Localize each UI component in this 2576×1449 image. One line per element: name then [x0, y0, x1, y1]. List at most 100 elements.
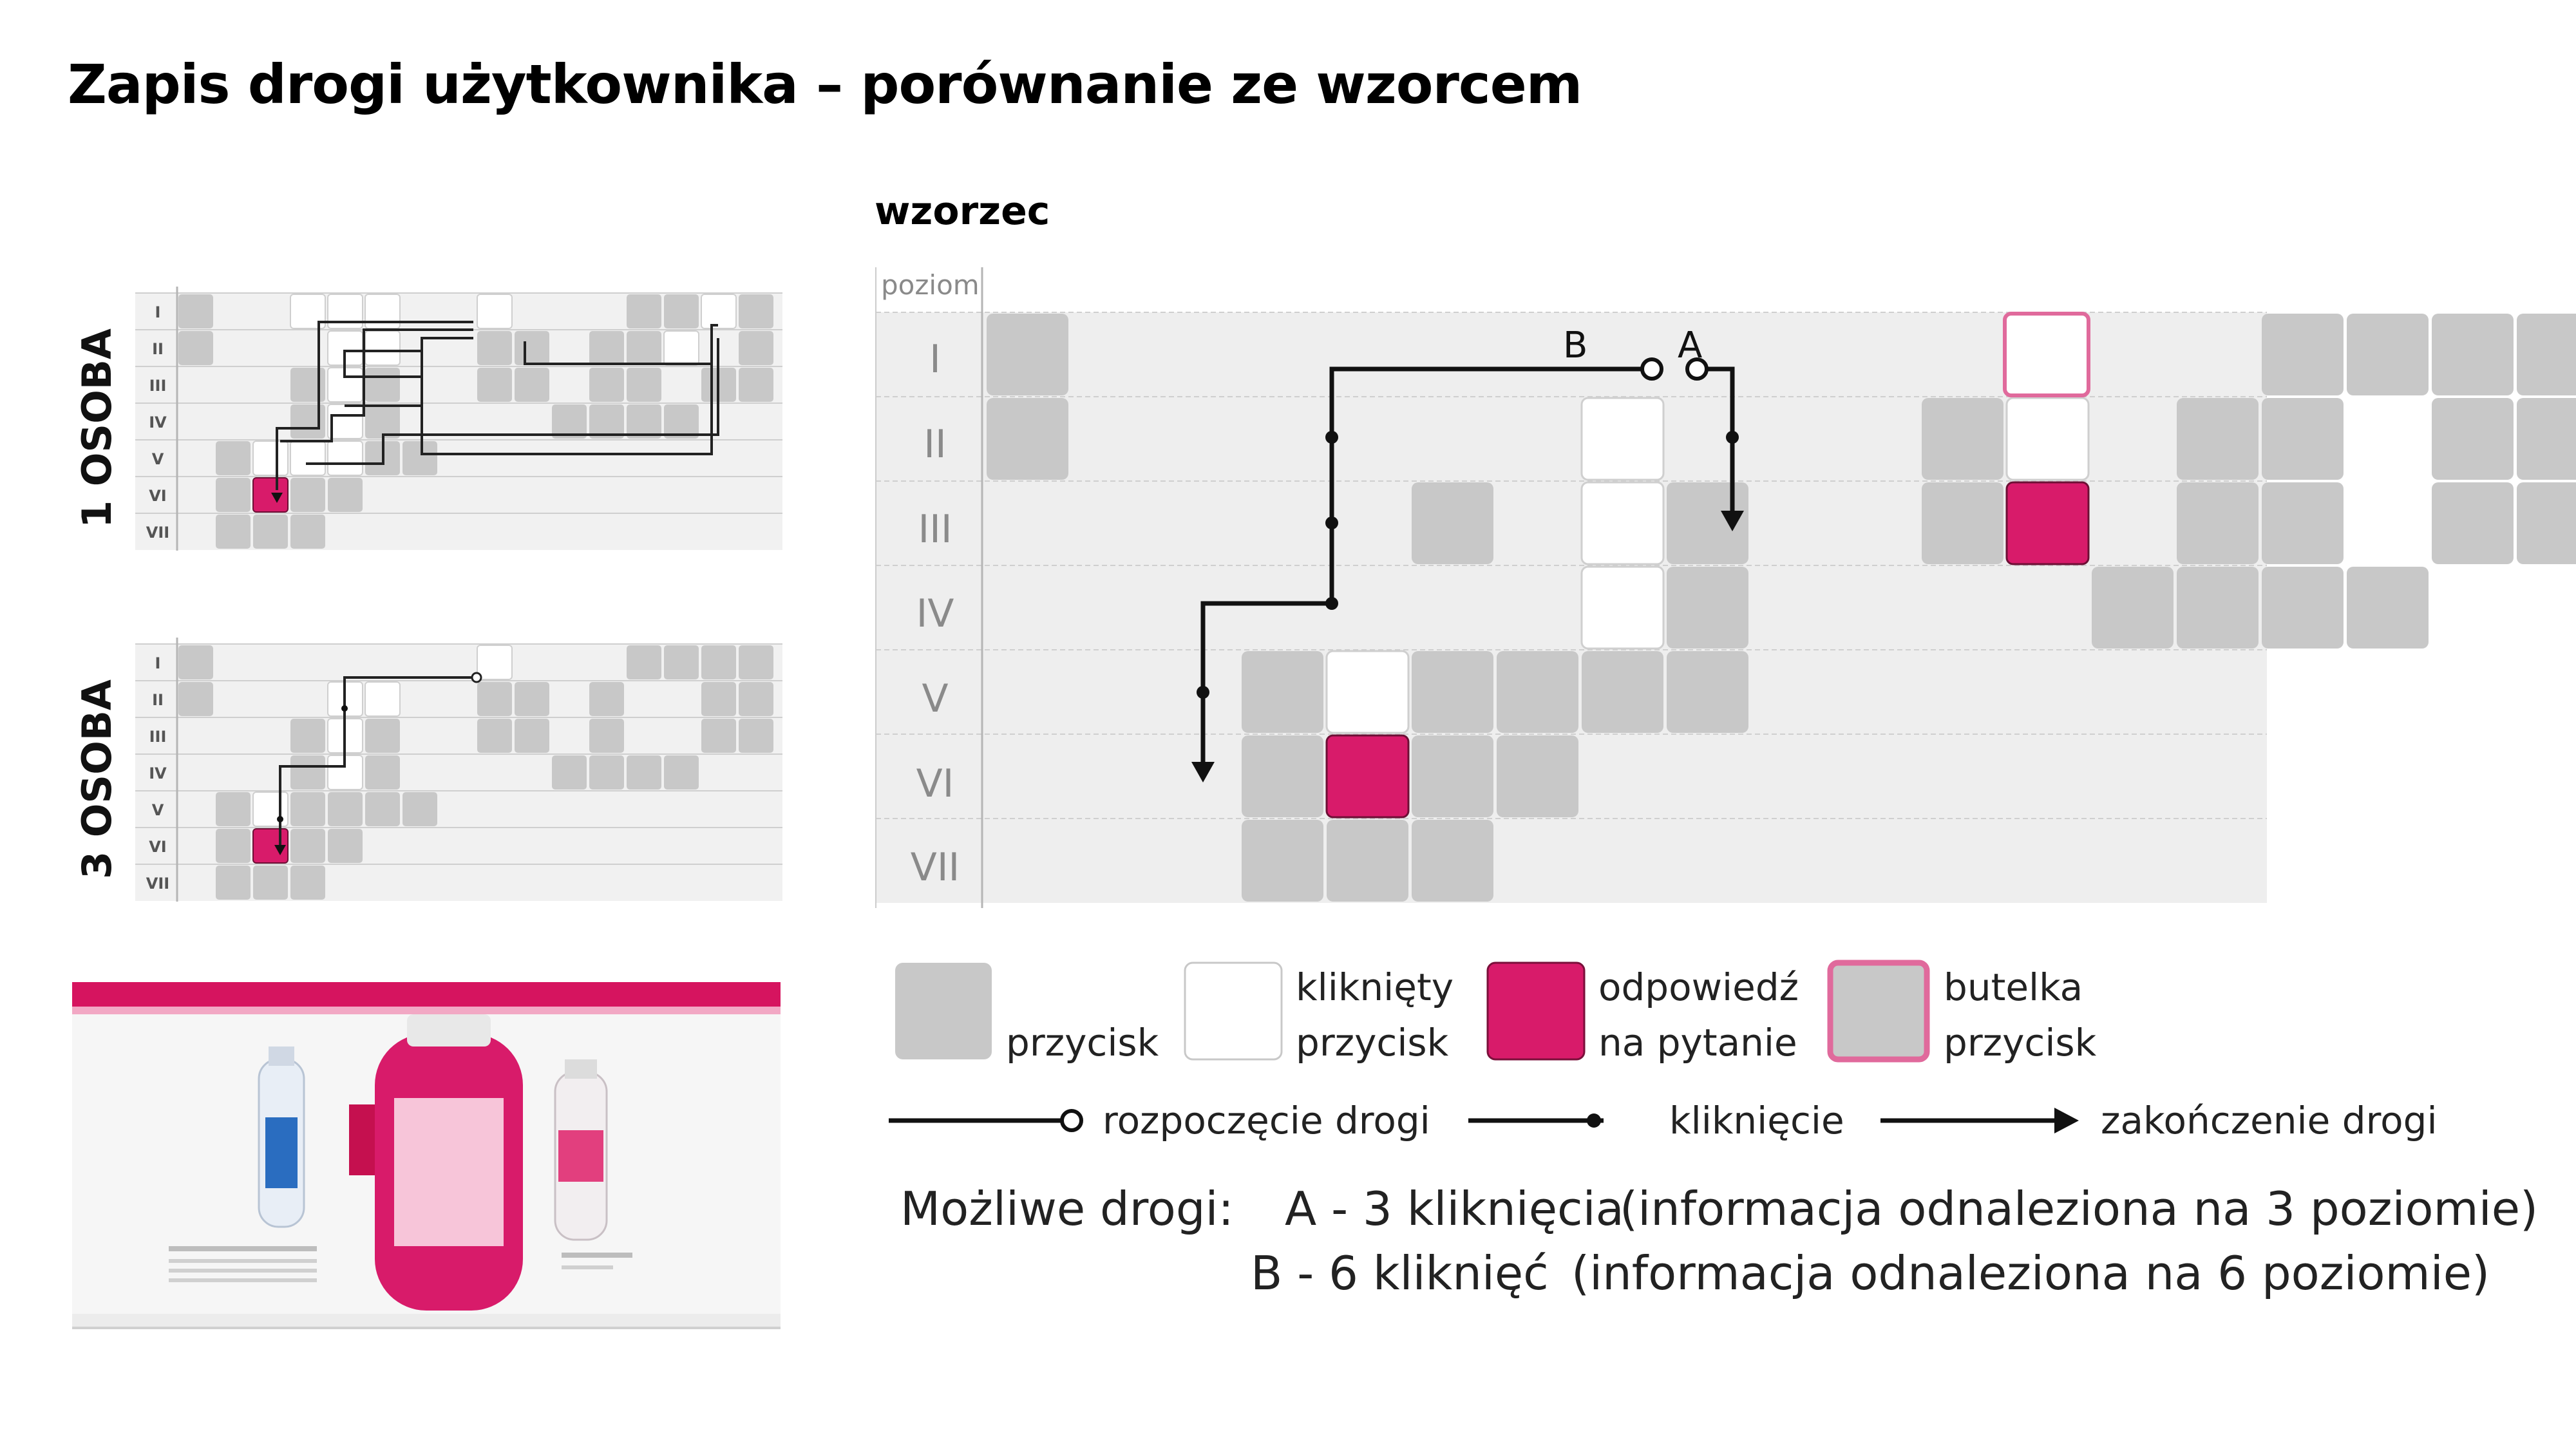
legend-click-label: kliknięcie: [1669, 1099, 1844, 1142]
button-cell: [2262, 482, 2344, 564]
button-cell: [290, 404, 325, 439]
button-cell: [2177, 482, 2259, 564]
button-cell: [290, 829, 325, 863]
button-cell: [1922, 482, 2003, 564]
path-b-arrow: [1191, 762, 1215, 782]
button-cell: [2517, 398, 2576, 480]
legend-answer-label-2: na pytanie: [1598, 1021, 1797, 1065]
legend-bottle-swatch: [1827, 960, 1930, 1063]
button-cell: [1582, 651, 1663, 733]
button-cell: [216, 829, 251, 863]
button-cell: [515, 719, 549, 753]
bottles-illustration: [169, 1014, 632, 1311]
button-cell: [402, 441, 437, 475]
button-cell: [290, 478, 325, 512]
pattern-title: wzorzec: [875, 189, 1050, 234]
level-label: III: [149, 728, 167, 746]
clicked-button-cell: [2005, 397, 2090, 481]
legend-click-symbol: [1587, 1113, 1601, 1128]
button-cell: [402, 792, 437, 826]
legend-bottle-label-2: przycisk: [1944, 1021, 2097, 1065]
legend-bottle-label-1: butelka: [1944, 965, 2083, 1009]
button-cell: [365, 792, 400, 826]
click-dot: [1726, 431, 1739, 444]
path-a-line: [1707, 366, 1735, 521]
clicked-button-cell: [327, 294, 363, 329]
click-dot: [1325, 597, 1338, 610]
user-path-line: [306, 338, 719, 465]
path-a-start: [1685, 357, 1709, 381]
site-footer: [72, 1314, 781, 1327]
legend-clicked-swatch: [1184, 961, 1283, 1061]
person-1-label: 1 OSOBA: [73, 328, 120, 528]
button-cell: [290, 866, 325, 900]
legend-clicked-label-2: przycisk: [1296, 1021, 1449, 1065]
level-label: VII: [146, 524, 169, 542]
legend-clicked-label-1: kliknięty: [1296, 965, 1454, 1009]
button-cell: [589, 368, 624, 402]
button-cell: [2517, 314, 2576, 395]
button-cell: [627, 331, 661, 365]
button-cell: [216, 478, 251, 512]
user-path-line: [276, 321, 473, 490]
click-dot: [1197, 686, 1209, 699]
button-cell: [328, 478, 363, 512]
button-cell: [1412, 820, 1493, 902]
answer-cell: [2005, 481, 2090, 565]
button-cell: [2262, 314, 2344, 395]
button-cell: [1412, 651, 1493, 733]
clicked-button-cell: [252, 440, 289, 476]
button-cell: [739, 719, 773, 753]
level-label: IV: [149, 764, 167, 782]
pattern-grid: poziom I II III IV V VI VII B A: [875, 267, 2576, 908]
button-cell: [328, 792, 363, 826]
button-cell: [627, 755, 661, 790]
legend-start-label: rozpoczęcie drogi: [1103, 1099, 1430, 1142]
legend-path-symbols: [889, 1108, 2079, 1133]
button-cell: [2262, 567, 2344, 649]
button-cell: [2262, 398, 2344, 480]
level-label: VI: [916, 761, 954, 806]
grid-cells: [178, 294, 773, 549]
path-b-label: B: [1563, 325, 1587, 366]
level-row: [135, 681, 782, 717]
path-end-arrow: [271, 493, 283, 503]
button-cell: [2177, 567, 2259, 649]
level-label: III: [918, 507, 952, 552]
clicked-button-cell: [327, 404, 363, 439]
button-cell: [365, 755, 400, 790]
level-label: V: [922, 676, 948, 721]
path-b-start: [1640, 357, 1663, 381]
button-cell: [1412, 482, 1493, 564]
level-label: I: [929, 337, 941, 382]
level-label: I: [155, 654, 161, 672]
button-cell: [1922, 398, 2003, 480]
legend-answer-swatch: [1486, 961, 1586, 1061]
path-a-arrow: [1721, 511, 1744, 531]
button-cell: [365, 368, 400, 402]
legend-end-symbol: [2054, 1108, 2079, 1133]
button-cell: [552, 755, 587, 790]
button-cell: [178, 682, 213, 716]
button-cell: [739, 294, 773, 328]
level-row: [135, 717, 782, 754]
button-cell: [1497, 735, 1578, 817]
button-cell: [216, 515, 251, 549]
level-label: VII: [146, 875, 169, 893]
button-cell: [253, 866, 288, 900]
button-cell: [477, 331, 512, 365]
path-b-description: B - 6 kliknięć: [1251, 1246, 1549, 1300]
button-cell: [1242, 735, 1323, 817]
clicked-button-cell: [327, 440, 363, 476]
clicked-button-cell: [1325, 650, 1410, 734]
button-cell: [290, 368, 325, 402]
path-a-description: A - 3 kliknięcia: [1285, 1182, 1624, 1236]
button-cell: [739, 682, 773, 716]
button-cell: [664, 755, 699, 790]
button-cell: [515, 331, 549, 365]
click-dot: [341, 705, 348, 712]
button-cell: [2177, 398, 2259, 480]
clicked-button-cell: [290, 294, 326, 329]
